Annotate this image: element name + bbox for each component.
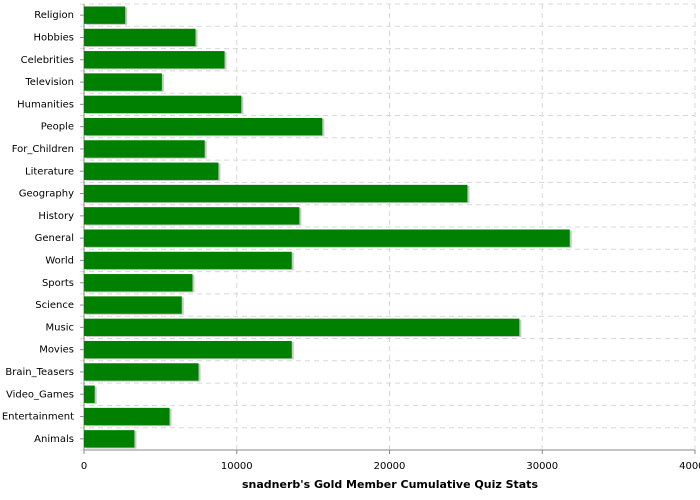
chart-title: snadnerb's Gold Member Cumulative Quiz S… (242, 478, 538, 491)
y-tick-label: Movies (39, 345, 74, 356)
bar (84, 274, 193, 292)
y-tick-label: Hobbies (34, 32, 74, 43)
y-tick-label: Humanities (17, 99, 74, 110)
y-tick-label: Sports (42, 278, 74, 289)
bar (84, 6, 126, 24)
bar (84, 296, 182, 314)
bar (84, 363, 199, 381)
y-tick-label: History (38, 211, 74, 222)
bar (84, 407, 170, 426)
y-tick-label: Brain_Teasers (5, 367, 74, 378)
bar (84, 430, 135, 448)
x-tick-label: 40000 (679, 461, 700, 472)
x-tick-label: 20000 (374, 461, 406, 472)
y-tick-label: People (41, 122, 74, 133)
bar (84, 184, 468, 203)
y-tick-label: Television (24, 77, 74, 88)
bar (84, 340, 292, 359)
bar (84, 73, 162, 91)
x-tick-label: 30000 (526, 461, 558, 472)
x-tick-label: 0 (81, 461, 87, 472)
bar (84, 318, 520, 337)
bar (84, 251, 292, 270)
y-tick-label: Science (35, 300, 74, 311)
y-tick-label: Literature (25, 166, 74, 177)
bar (84, 95, 242, 114)
y-tick-label: Religion (34, 10, 74, 21)
bar (84, 385, 95, 403)
bar (84, 28, 196, 47)
bar (84, 117, 323, 136)
bar (84, 207, 300, 225)
x-tick-label: 10000 (221, 461, 253, 472)
y-tick-label: Video_Games (6, 389, 74, 400)
y-tick-label: Animals (34, 434, 74, 445)
bar (84, 162, 219, 180)
y-tick-label: Music (46, 322, 74, 333)
bar (84, 229, 570, 247)
y-tick-label: For_Children (12, 144, 74, 155)
y-tick-label: General (35, 233, 74, 244)
bar (84, 140, 205, 158)
y-tick-label: Celebrities (21, 55, 74, 66)
bar (84, 51, 225, 69)
y-tick-label: Entertainment (2, 412, 74, 423)
y-tick-label: World (45, 255, 74, 266)
y-tick-label: Geography (19, 189, 74, 200)
